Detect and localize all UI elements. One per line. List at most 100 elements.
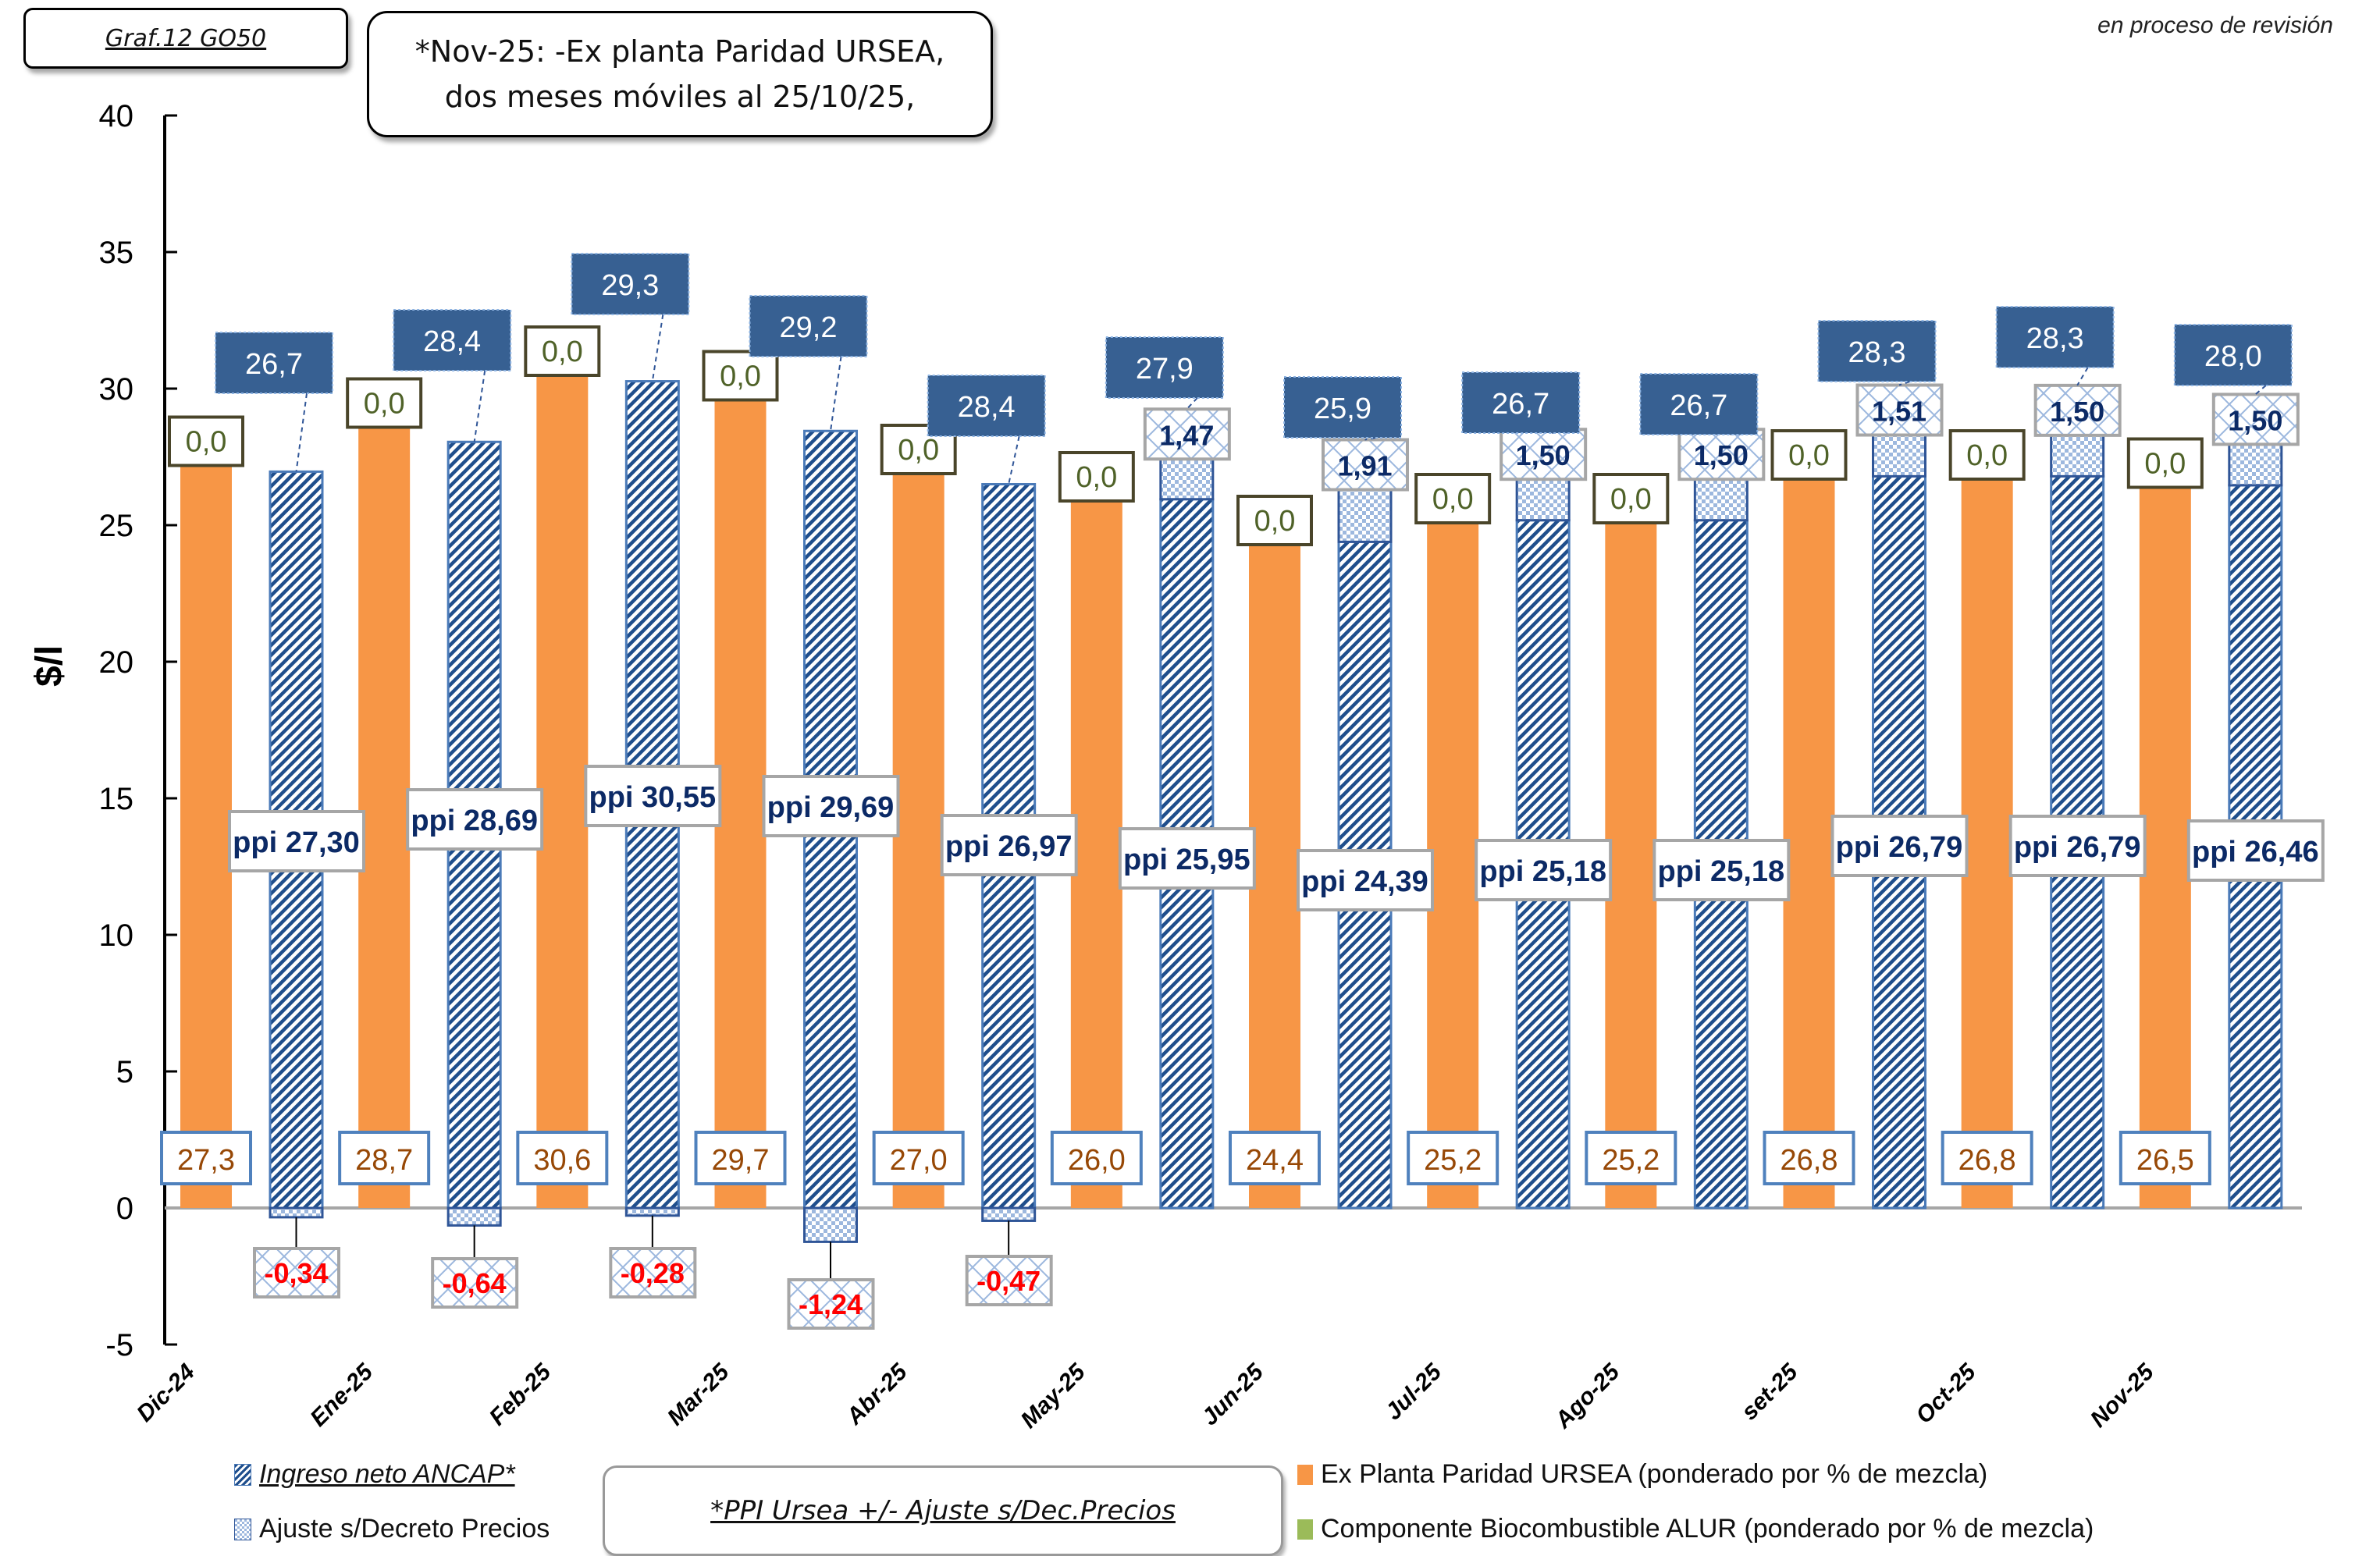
x-tick-label: Jun-25 bbox=[1197, 1359, 1269, 1431]
total-label-box bbox=[927, 375, 1046, 437]
ex-planta-value-label: 24,4 bbox=[1246, 1144, 1304, 1177]
ajuste-value-label: 1,51 bbox=[1872, 396, 1926, 428]
total-value-label: 28,3 bbox=[2026, 322, 2084, 355]
ppi-label-box bbox=[406, 788, 544, 851]
y-tick-label: 0 bbox=[116, 1192, 133, 1226]
x-tick-label: Feb-25 bbox=[485, 1359, 557, 1431]
bio-label-box bbox=[1770, 429, 1848, 481]
ppi-label-box bbox=[228, 810, 365, 872]
ppi-label-box bbox=[584, 765, 722, 827]
ajuste-bar bbox=[446, 1206, 502, 1227]
ex-planta-value-label: 26,5 bbox=[2136, 1144, 2194, 1177]
total-value-label: 27,9 bbox=[1136, 353, 1194, 385]
ajuste-bar bbox=[2050, 434, 2105, 478]
ppi-value-label: ppi 27,30 bbox=[233, 826, 360, 859]
ajuste-bar bbox=[1337, 488, 1393, 543]
bio-value-label: 0,0 bbox=[1788, 439, 1830, 472]
ex-planta-label-box bbox=[160, 1131, 252, 1185]
bio-value-label: 0,0 bbox=[1432, 483, 1474, 516]
x-tick-label: Ago-25 bbox=[1549, 1359, 1625, 1434]
ajuste-label-box bbox=[253, 1247, 340, 1298]
ex-planta-label-box bbox=[1585, 1131, 1677, 1185]
ppi-value-label: ppi 25,95 bbox=[1123, 844, 1250, 876]
ajuste-bar bbox=[2228, 442, 2283, 487]
bio-value-label: 0,0 bbox=[1966, 439, 2008, 472]
bio-label-box bbox=[168, 415, 244, 467]
ajuste-label-box bbox=[965, 1255, 1053, 1306]
bio-label-box bbox=[1058, 451, 1135, 503]
total-value-label: 28,0 bbox=[2204, 340, 2262, 373]
ajuste-value-label: 1,50 bbox=[2228, 404, 2282, 436]
total-leader-line bbox=[1186, 397, 1198, 410]
ppi-label-box bbox=[940, 814, 1078, 876]
ajuste-label-box bbox=[2033, 383, 2122, 437]
x-tick-label: May-25 bbox=[1016, 1359, 1091, 1433]
ex-planta-value-label: 25,2 bbox=[1424, 1144, 1482, 1177]
ex-planta-bar bbox=[1605, 520, 1657, 1208]
ex-planta-label-box bbox=[2119, 1131, 2211, 1185]
total-leader-line bbox=[1898, 381, 1910, 386]
total-value-label: 26,7 bbox=[1492, 388, 1549, 421]
ppi-value-label: ppi 26,79 bbox=[2014, 831, 2141, 864]
ajuste-label-box bbox=[1677, 428, 1766, 481]
ajuste-bar bbox=[803, 1206, 858, 1243]
ex-planta-value-label: 29,7 bbox=[712, 1144, 770, 1177]
bio-label-box bbox=[1592, 473, 1670, 524]
ppi-label-box bbox=[2008, 815, 2147, 877]
ajuste-value-label: -1,24 bbox=[799, 1288, 863, 1320]
total-value-label: 26,7 bbox=[1670, 389, 1727, 422]
x-tick-label: Nov-25 bbox=[2086, 1359, 2160, 1433]
ex-planta-bar bbox=[1249, 542, 1300, 1208]
ppi-label-box bbox=[762, 775, 900, 837]
legend-orange-swatch-icon bbox=[1297, 1464, 1313, 1485]
total-label-box bbox=[1817, 320, 1937, 382]
ex-planta-bar bbox=[714, 396, 767, 1208]
ex-planta-value-label: 26,0 bbox=[1068, 1144, 1126, 1177]
bio-label-box bbox=[1948, 429, 2026, 481]
ex-planta-bar bbox=[1961, 476, 2013, 1208]
total-label-box bbox=[1995, 306, 2115, 368]
ex-planta-label-box bbox=[872, 1131, 965, 1185]
ppi-value-label: ppi 26,46 bbox=[2192, 836, 2319, 869]
ppi-value-label: ppi 30,55 bbox=[589, 781, 717, 814]
total-label-box bbox=[571, 253, 690, 315]
total-leader-line bbox=[830, 356, 842, 432]
ajuste-value-label: 1,47 bbox=[1159, 419, 1214, 451]
ajuste-value-label: 1,50 bbox=[1516, 439, 1571, 471]
y-tick-label: 10 bbox=[99, 918, 134, 953]
total-label-box bbox=[393, 309, 512, 371]
bio-value-label: 0,0 bbox=[1076, 461, 1117, 494]
ex-planta-bar bbox=[536, 372, 589, 1208]
ajuste-label-box bbox=[2211, 393, 2300, 446]
ajuste-value-label: -0,47 bbox=[977, 1265, 1041, 1297]
legend-biocombustible: Componente Biocombustible ALUR (ponderad… bbox=[1297, 1514, 2094, 1544]
ajuste-bar bbox=[624, 1206, 680, 1217]
ex-planta-bar bbox=[180, 462, 232, 1208]
total-value-label: 28,4 bbox=[423, 325, 481, 358]
ppi-value-label: ppi 29,69 bbox=[767, 791, 895, 824]
ppi-note: *PPI Ursea +/- Ajuste s/Dec.Precios bbox=[710, 1495, 1176, 1526]
ex-planta-label-box bbox=[1763, 1131, 1855, 1185]
y-tick-label: 15 bbox=[99, 782, 134, 816]
ppi-value-label: ppi 24,39 bbox=[1301, 865, 1428, 898]
total-value-label: 28,3 bbox=[1848, 336, 1906, 369]
bio-label-box bbox=[1414, 473, 1492, 524]
ex-planta-label-box bbox=[516, 1131, 609, 1185]
total-label-box bbox=[215, 332, 333, 394]
chart-id-box: Graf.12 GO50 bbox=[23, 8, 348, 69]
ajuste-bar bbox=[1159, 457, 1215, 501]
x-tick-label: Abr-25 bbox=[841, 1359, 913, 1430]
ex-planta-bar bbox=[2139, 484, 2191, 1208]
total-label-box bbox=[1105, 336, 1224, 399]
revision-status: en proceso de revisión bbox=[2097, 12, 2333, 38]
ajuste-value-label: 1,91 bbox=[1337, 450, 1392, 482]
ajuste-bar bbox=[269, 1206, 324, 1219]
bio-value-label: 0,0 bbox=[2144, 448, 2186, 481]
ajuste-value-label: 1,50 bbox=[1694, 439, 1749, 471]
ajuste-bar bbox=[1872, 434, 1926, 478]
ex-planta-bar bbox=[1783, 476, 1835, 1208]
ppi-label-box bbox=[1297, 849, 1434, 911]
x-tick-label: Jul-25 bbox=[1380, 1359, 1447, 1426]
ex-planta-value-label: 27,3 bbox=[177, 1144, 235, 1177]
ppi-value-label: ppi 26,97 bbox=[945, 830, 1073, 863]
